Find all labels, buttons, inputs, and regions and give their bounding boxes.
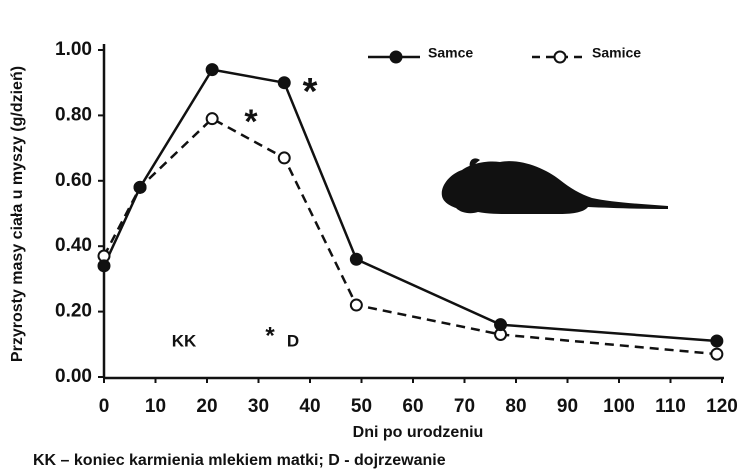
annotation: * xyxy=(244,103,258,141)
data-point xyxy=(710,334,724,348)
legend-marker xyxy=(389,50,403,64)
annotation: * xyxy=(303,71,318,113)
mouse-silhouette xyxy=(441,158,668,214)
data-point xyxy=(205,112,219,126)
y-tick-label: 0.00 xyxy=(55,366,92,387)
data-point xyxy=(277,76,291,90)
legend-marker xyxy=(553,50,567,64)
y-tick-label: 0.20 xyxy=(55,301,92,322)
x-tick-label: 80 xyxy=(505,396,526,417)
x-tick-label: 100 xyxy=(603,396,635,417)
annotation: D xyxy=(287,331,299,350)
series-line xyxy=(102,117,717,356)
data-point xyxy=(349,252,363,266)
data-point xyxy=(205,63,219,77)
x-tick-label: 90 xyxy=(557,396,578,417)
x-axis-label: Dni po urodzeniu xyxy=(353,424,484,441)
y-tick-label: 0.40 xyxy=(55,235,92,256)
data-point xyxy=(97,259,111,273)
y-axis-label: Przyrosty masy ciała u myszy (g/dzień) xyxy=(9,66,26,362)
x-tick-label: 110 xyxy=(655,396,686,417)
data-point xyxy=(277,151,291,165)
legend-label: Samice xyxy=(592,45,641,61)
data-point xyxy=(349,298,363,312)
y-tick-label: 1.00 xyxy=(55,39,92,60)
x-tick-label: 0 xyxy=(99,396,110,417)
x-tick-label: 50 xyxy=(351,396,372,417)
x-tick-label: 10 xyxy=(145,396,166,417)
annotation: * xyxy=(265,322,275,349)
x-tick-label: 40 xyxy=(299,396,320,417)
y-tick-label: 0.60 xyxy=(55,170,92,191)
caption: KK – koniec karmienia mlekiem matki; D -… xyxy=(33,452,446,469)
x-tick-label: 120 xyxy=(706,396,738,417)
x-tick-label: 70 xyxy=(454,396,475,417)
data-point xyxy=(494,318,508,332)
data-point xyxy=(710,347,724,361)
data-point xyxy=(133,180,147,194)
x-tick-label: 20 xyxy=(196,396,217,417)
y-tick-label: 0.80 xyxy=(55,104,92,125)
legend-label: Samce xyxy=(428,45,473,61)
x-tick-label: 30 xyxy=(248,396,269,417)
annotation: KK xyxy=(172,331,197,350)
x-tick-label: 60 xyxy=(402,396,423,417)
